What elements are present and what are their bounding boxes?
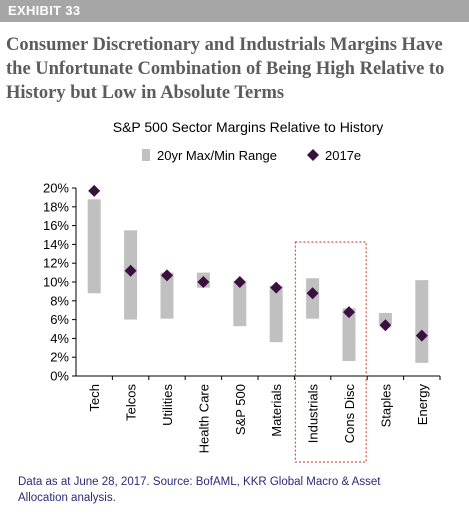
y-tick-label: 14% <box>43 237 69 252</box>
estimate-marker-telcos <box>124 264 137 277</box>
estimate-marker-utilities <box>161 269 173 282</box>
headline: Consumer Discretionary and Industrials M… <box>6 33 466 105</box>
range-bar-energy <box>415 280 429 363</box>
estimate-marker-cons-disc <box>343 306 355 319</box>
y-tick-label: 20% <box>43 181 69 196</box>
highlight-outline <box>294 241 367 463</box>
x-tick-label: Staples <box>378 384 393 428</box>
y-tick-label: 2% <box>50 350 69 365</box>
estimate-marker-health-care <box>197 276 210 288</box>
chart-legend: 20yr Max/Min Range 2017e <box>142 148 361 163</box>
x-tick-label: Cons Disc <box>342 384 357 444</box>
source-line-2: Allocation analysis. <box>18 492 116 504</box>
highlight-box <box>294 241 367 463</box>
range-bar-materials <box>269 285 283 343</box>
source-note: Data as at June 28, 2017. Source: BofAML… <box>18 474 458 506</box>
y-tick-label: 8% <box>50 293 69 308</box>
estimate-marker-staples <box>379 319 392 332</box>
legend-diamond-icon <box>307 149 319 161</box>
y-tick-label: 6% <box>50 312 69 327</box>
legend-range-swatch <box>142 149 150 161</box>
y-tick-label: 0% <box>50 369 69 384</box>
range-bar-s-p-500 <box>233 281 247 327</box>
range-bar-tech <box>87 199 101 294</box>
x-tick-label: Tech <box>87 384 102 411</box>
estimate-marker-industrials <box>306 287 319 300</box>
x-tick-label: Industrials <box>306 384 321 444</box>
x-tick-label: Utilities <box>160 384 175 426</box>
y-axis-ticks: 0% 2% 4% 6% 8% 10% 12% 14% 16% 18% 20% <box>43 181 76 384</box>
range-bars <box>87 199 429 363</box>
x-tick-label: S&P 500 <box>233 384 248 435</box>
exhibit-number: EXHIBIT 33 <box>8 3 81 18</box>
exhibit-header-band: EXHIBIT 33 <box>0 0 469 22</box>
estimate-marker-s-p-500 <box>233 276 246 288</box>
sector-margins-chart: S&P 500 Sector Margins Relative to Histo… <box>43 119 441 463</box>
y-tick-label: 4% <box>50 331 69 346</box>
range-bar-staples <box>378 313 392 325</box>
y-tick-label: 10% <box>43 275 69 290</box>
range-bar-utilities <box>160 272 174 319</box>
x-tick-label: Health Care <box>196 384 211 453</box>
estimate-marker-materials <box>270 281 283 294</box>
estimate-markers <box>88 184 428 342</box>
estimate-marker-energy <box>415 329 428 342</box>
estimate-marker-tech <box>88 184 101 197</box>
headline-line-3: History but Low in Absolute Terms <box>6 83 285 103</box>
headline-line-2: the Unfortunate Combination of Being Hig… <box>6 59 445 79</box>
legend-range-label: 20yr Max/Min Range <box>157 148 277 163</box>
headline-line-1: Consumer Discretionary and Industrials M… <box>6 35 443 55</box>
x-tick-label: Telcos <box>124 384 139 421</box>
y-tick-label: 12% <box>43 256 69 271</box>
chart-title: S&P 500 Sector Margins Relative to Histo… <box>113 119 384 135</box>
x-tick-label: Materials <box>269 384 284 437</box>
y-tick-label: 16% <box>43 218 69 233</box>
legend-marker-label: 2017e <box>325 148 361 163</box>
source-line-1: Data as at June 28, 2017. Source: BofAML… <box>18 476 381 488</box>
y-tick-label: 18% <box>43 199 69 214</box>
x-tick-label: Energy <box>415 384 430 426</box>
range-bar-cons-disc <box>342 308 356 361</box>
x-axis-labels: Tech Telcos Utilities Health Care S&P 500 Mat… <box>87 376 441 453</box>
